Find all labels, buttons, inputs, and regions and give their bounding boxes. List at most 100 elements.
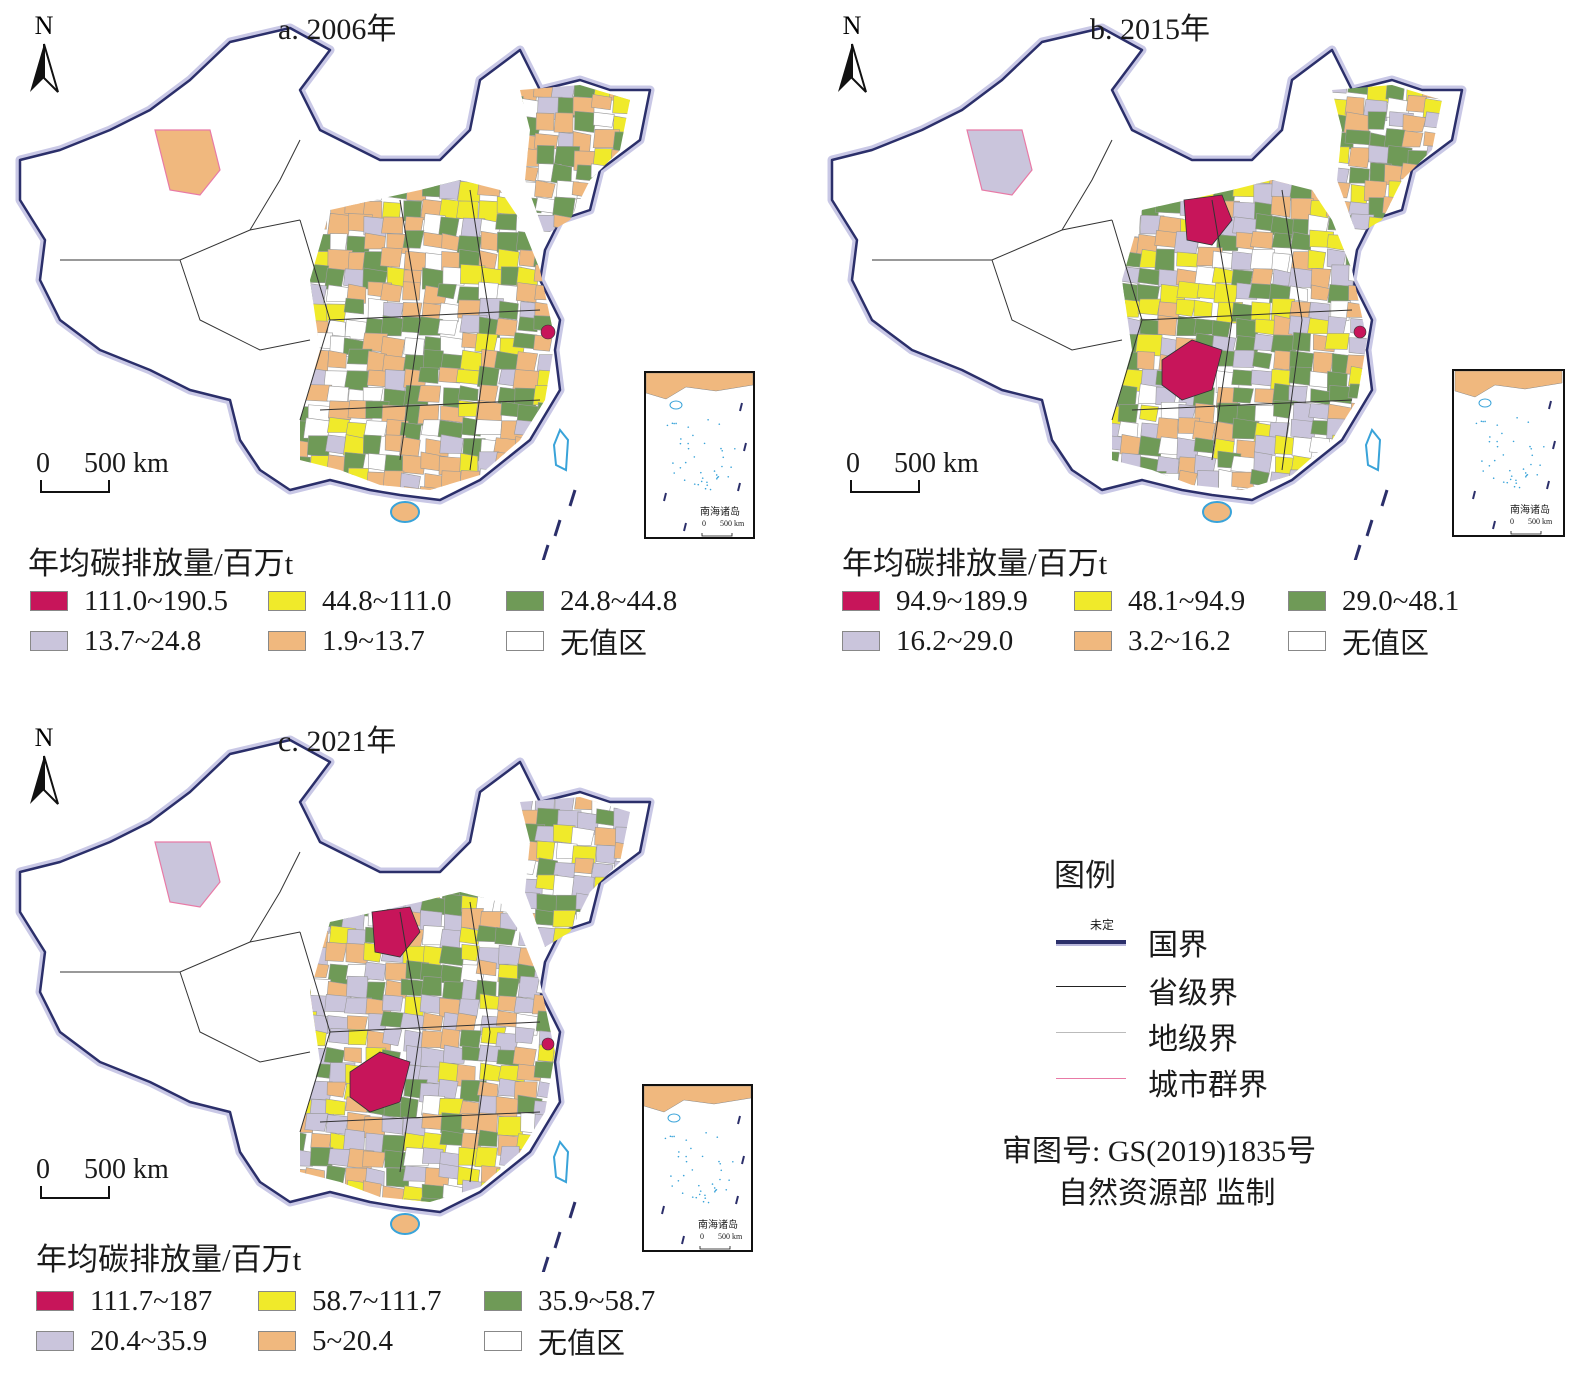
legend-label: 35.9~58.7 [538, 1284, 656, 1317]
map-panel-2021: c. 2021年 N 0 500 km 南海诸岛 0 500 km 年均碳排放量… [0, 712, 780, 1382]
legend-swatch [36, 1291, 74, 1311]
legend-item-class-1: 94.9~189.9 [842, 584, 1028, 618]
inset-scale-label: 500 km [718, 1232, 743, 1241]
north-label: N [35, 11, 54, 40]
legend-label: 无值区 [1342, 628, 1430, 660]
legend-item-class-3: 24.8~44.8 [506, 584, 677, 618]
legend-title: 年均碳排放量/百万t [36, 1242, 302, 1277]
legend-swatch [484, 1331, 522, 1351]
china-map-2006 [15, 23, 655, 560]
legend-swatch [36, 1331, 74, 1351]
legend-label: 24.8~44.8 [560, 584, 678, 617]
legend-urban-agglomeration-boundary: 城市群界 [1056, 1058, 1356, 1102]
legend-national-boundary: 未定 国界 [1056, 918, 1356, 962]
north-arrow-icon: N [832, 8, 872, 93]
inset-label: 南海诸岛 [700, 507, 740, 518]
map-panel-2015: b. 2015年 N 0 500 km 南海诸岛 0 500 km 年均碳排放量… [812, 0, 1592, 680]
legend-label: 省级界 [1148, 977, 1238, 1010]
legend-provincial-boundary: 省级界 [1056, 966, 1356, 1010]
legend-label: 13.7~24.8 [84, 624, 202, 657]
scale-label: 500 km [84, 1154, 169, 1185]
legend-item-class-4: 16.2~29.0 [842, 624, 1013, 658]
legend-item-class-1: 111.0~190.5 [30, 584, 228, 618]
legend-item-class-5: 5~20.4 [258, 1324, 393, 1358]
legend-swatch [506, 631, 544, 651]
legend-label: 国界 [1148, 929, 1208, 962]
legend-swatch [1074, 591, 1112, 611]
legend-label: 无值区 [538, 1328, 626, 1360]
legend-item-class-4: 13.7~24.8 [30, 624, 201, 658]
inset-scale-zero: 0 [700, 1232, 704, 1241]
boundary-legend: 图例 未定 国界 省级界 地级界 城市群界 审图号: GS(2019)1835号… [1000, 850, 1420, 1210]
legend-label: 3.2~16.2 [1128, 624, 1231, 657]
panel-title: a. 2006年 [278, 13, 397, 46]
legend-swatch [1288, 631, 1326, 651]
legend-swatch [1288, 591, 1326, 611]
north-label: N [35, 723, 54, 752]
legend-swatch [30, 631, 68, 651]
legend-label: 48.1~94.9 [1128, 584, 1246, 617]
panel-title: c. 2021年 [278, 725, 397, 758]
undetermined-label: 未定 [1090, 918, 1115, 932]
scale-bar [850, 480, 920, 493]
south-china-sea-inset: 南海诸岛 0 500 km [644, 371, 755, 539]
north-label: N [843, 11, 862, 40]
national-boundary-line-icon [1056, 940, 1126, 944]
map-supervisor: 自然资源部 监制 [1058, 1177, 1276, 1210]
urban-agglomeration-boundary-line-icon [1056, 1078, 1126, 1079]
legend-label: 111.0~190.5 [84, 584, 229, 617]
legend-heading: 图例 [1054, 858, 1116, 893]
legend-swatch [842, 591, 880, 611]
legend-item-class-2: 44.8~111.0 [268, 584, 452, 618]
legend-prefecture-boundary: 地级界 [1056, 1012, 1356, 1056]
legend-item-class-5: 1.9~13.7 [268, 624, 425, 658]
scale-zero: 0 [846, 448, 860, 479]
inset-label: 南海诸岛 [698, 1220, 738, 1231]
legend-item-class-5: 3.2~16.2 [1074, 624, 1231, 658]
legend-item-class-4: 20.4~35.9 [36, 1324, 207, 1358]
inset-label: 南海诸岛 [1510, 505, 1550, 516]
legend-label: 58.7~111.7 [312, 1284, 442, 1317]
legend-title: 年均碳排放量/百万t [28, 546, 294, 581]
legend-item-class-3: 29.0~48.1 [1288, 584, 1459, 618]
legend-label: 1.9~13.7 [322, 624, 425, 657]
legend-item-class-3: 35.9~58.7 [484, 1284, 655, 1318]
legend-label: 20.4~35.9 [90, 1324, 208, 1357]
provincial-boundary-line-icon [1056, 986, 1126, 987]
legend-label: 地级界 [1148, 1023, 1238, 1056]
legend-swatch [30, 591, 68, 611]
legend-swatch [268, 631, 306, 651]
panel-title: b. 2015年 [1090, 13, 1210, 46]
inset-scale-label: 500 km [720, 519, 745, 528]
map-panel-2006: a. 2006年 N 0 500 km 南海诸岛 0 500 km 年均碳排放量… [0, 0, 780, 680]
north-arrow-icon: N [24, 720, 64, 805]
prefecture-boundary-line-icon [1056, 1032, 1126, 1033]
legend-item-no-value: 无值区 [484, 1324, 625, 1360]
scale-zero: 0 [36, 1154, 50, 1185]
scale-label: 500 km [894, 448, 979, 479]
south-china-sea-inset: 南海诸岛 0 500 km [1452, 369, 1565, 537]
map-approval-number: 审图号: GS(2019)1835号 [1002, 1135, 1317, 1168]
inset-scale-zero: 0 [702, 519, 706, 528]
legend-label: 111.7~187 [90, 1284, 213, 1317]
inset-scale-label: 500 km [1528, 517, 1553, 526]
legend-label: 44.8~111.0 [322, 584, 452, 617]
legend-label: 29.0~48.1 [1342, 584, 1460, 617]
legend-swatch [506, 591, 544, 611]
scale-bar [40, 1186, 110, 1199]
legend-swatch [258, 1291, 296, 1311]
scale-zero: 0 [36, 448, 50, 479]
legend-label: 5~20.4 [312, 1324, 393, 1357]
legend-label: 无值区 [560, 628, 648, 660]
legend-label: 16.2~29.0 [896, 624, 1014, 657]
inset-scale-zero: 0 [1510, 517, 1514, 526]
china-map-2015 [827, 23, 1467, 560]
scale-bar [40, 480, 110, 493]
legend-swatch [484, 1291, 522, 1311]
scale-label: 500 km [84, 448, 169, 479]
legend-swatch [842, 631, 880, 651]
china-map-2021 [15, 735, 655, 1272]
legend-swatch [1074, 631, 1112, 651]
legend-item-no-value: 无值区 [506, 624, 647, 660]
north-arrow-icon: N [24, 8, 64, 93]
